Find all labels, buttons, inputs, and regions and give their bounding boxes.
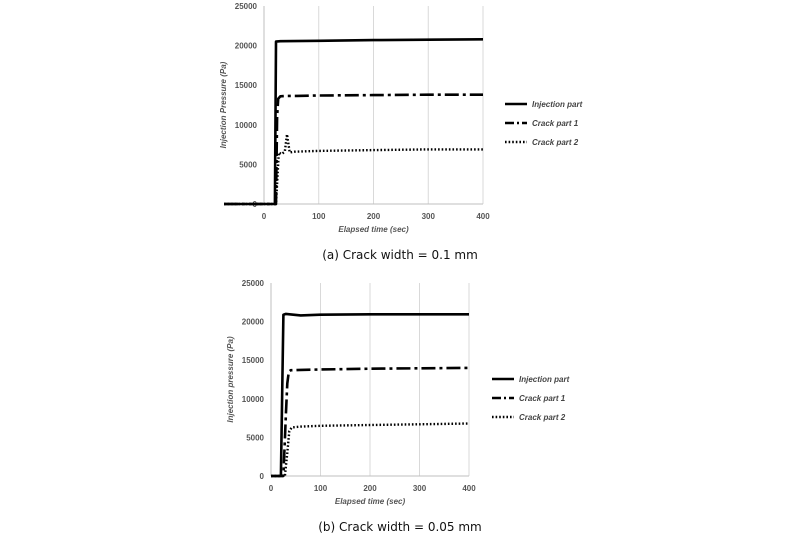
y-tick-label: 5000 — [239, 160, 257, 169]
y-tick-label: 20000 — [235, 42, 258, 51]
y-tick-label: 5000 — [246, 433, 264, 442]
legend-entry: Crack part 2 — [532, 138, 579, 147]
legend-entry: Crack part 1 — [532, 119, 579, 128]
x-tick-label: 200 — [367, 212, 381, 221]
chart-1: 0 100 200 300 400 0 5000 10000 15000 20000 25000 El… — [226, 279, 570, 534]
x-tick-label: 200 — [363, 484, 377, 493]
y-axis-title: Injection pressure (Pa) — [226, 336, 235, 423]
y-tick-label: 15000 — [242, 356, 265, 365]
x-tick-label: 300 — [413, 484, 427, 493]
series-line-2 — [271, 422, 470, 478]
x-tick-label: 100 — [312, 212, 326, 221]
y-tick-label: 25000 — [235, 2, 258, 11]
legend-entry: Injection part — [519, 375, 570, 384]
legend-entry: Crack part 1 — [519, 394, 566, 403]
chart-caption: (a) Crack width = 0.1 mm — [322, 248, 478, 262]
x-tick-label: 400 — [476, 212, 490, 221]
series-line-1 — [271, 366, 470, 478]
legend-entry: Crack part 2 — [519, 413, 566, 422]
x-axis-title: Elapsed time (sec) — [335, 497, 406, 506]
series-line-2 — [224, 133, 483, 206]
series-line-0 — [271, 312, 469, 478]
chart-0: 0 100 200 300 4000500010000150002000025000El… — [219, 2, 583, 262]
x-tick-label: 0 — [262, 212, 267, 221]
y-tick-label: 10000 — [242, 395, 265, 404]
y-tick-label: 25000 — [242, 279, 265, 288]
x-axis-title: Elapsed time (sec) — [338, 225, 409, 234]
y-axis-title: Injection Pressure (Pa) — [219, 61, 228, 148]
x-tick-label: 0 — [269, 484, 274, 493]
x-tick-label: 400 — [462, 484, 476, 493]
y-tick-label: 10000 — [235, 121, 258, 130]
y-tick-label: 15000 — [235, 81, 258, 90]
series-line-1 — [224, 93, 483, 206]
legend-entry: Injection part — [532, 100, 583, 109]
chart-caption: (b) Crack width = 0.05 mm — [318, 520, 482, 534]
y-tick-label: 0 — [260, 472, 265, 481]
x-tick-label: 100 — [314, 484, 328, 493]
x-tick-label: 300 — [422, 212, 436, 221]
y-tick-label: 20000 — [242, 318, 265, 327]
series-line-0 — [224, 38, 484, 206]
